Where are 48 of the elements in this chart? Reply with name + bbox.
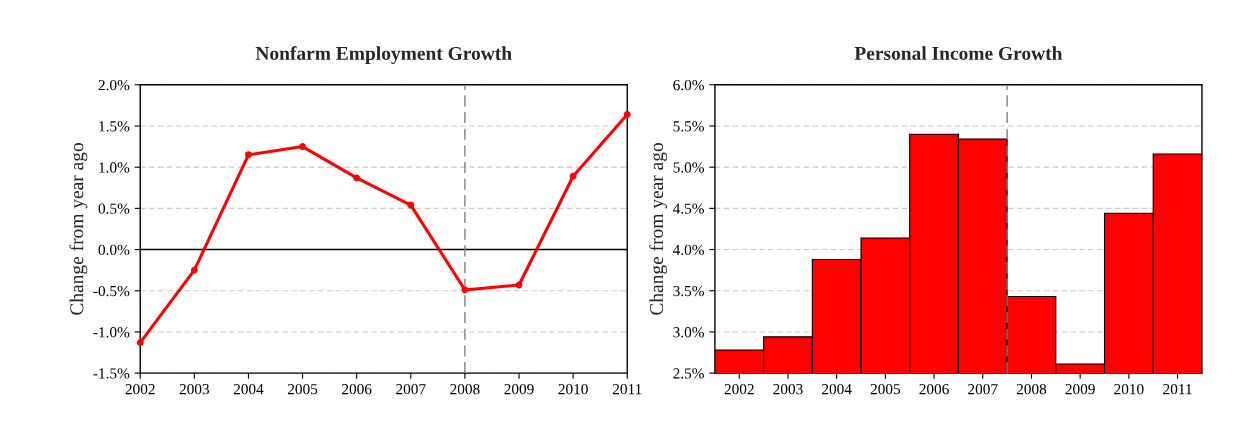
x-tick-label: 2006	[919, 383, 949, 395]
x-tick-label: 2003	[179, 383, 210, 395]
y-tick-label: 0.5%	[98, 203, 130, 214]
x-tick-label: 2010	[558, 383, 588, 395]
x-tick-label: 2007	[396, 383, 426, 395]
y-tick-label: 3.0%	[673, 327, 704, 338]
chart-title: Personal Income Growth	[854, 46, 1063, 60]
x-tick-label: 2003	[773, 383, 803, 395]
x-tick-label: 2009	[504, 383, 534, 395]
y-axis-title: Change from year ago	[649, 143, 668, 315]
x-tick-label: 2008	[1016, 383, 1047, 395]
x-tick-label: 2002	[724, 383, 754, 395]
point	[623, 110, 631, 118]
point	[136, 339, 144, 347]
x-tick-label: 2004	[233, 383, 264, 395]
y-tick-label: 3.5%	[673, 285, 704, 297]
y-tick-label: 5.5%	[673, 121, 704, 132]
point	[190, 266, 198, 274]
y-tick-label: 1.5%	[99, 121, 130, 132]
x-tick-label: 2009	[1065, 383, 1095, 395]
x-tick-label: 2005	[870, 383, 901, 395]
x-tick-label: 2006	[342, 383, 372, 395]
y-tick-label: 4.5%	[672, 203, 704, 214]
x-tick-label: 2005	[287, 383, 318, 395]
y-tick-label: 2.0%	[98, 79, 130, 91]
x-tick-label: 2007	[968, 383, 998, 395]
y-tick-label: 4.0%	[672, 244, 704, 256]
y-tick-label: -1.5%	[93, 368, 130, 379]
y-tick-label: 0.0%	[98, 244, 130, 256]
point	[244, 151, 252, 159]
y-tick-label: -0.5%	[93, 285, 130, 297]
x-tick-label: 2010	[1114, 383, 1144, 395]
y-tick-label: 6.0%	[673, 79, 704, 91]
x-tick-label: 2011	[612, 383, 642, 395]
chart-title: Nonfarm Employment Growth	[255, 46, 512, 64]
y-tick-label: 1.0%	[99, 162, 130, 173]
point	[353, 174, 361, 182]
x-tick-label: 2002	[125, 383, 155, 395]
y-axis-title: Change from year ago	[69, 143, 88, 315]
y-tick-label: -1.0%	[93, 327, 130, 338]
y-tick-label: 5.0%	[673, 162, 704, 173]
y-tick-label: 2.5%	[673, 368, 704, 379]
x-tick-label: 2004	[822, 383, 852, 395]
x-tick-label: 2011	[1163, 383, 1192, 395]
point	[299, 143, 307, 151]
point	[569, 172, 577, 180]
point	[407, 201, 415, 209]
x-tick-label: 2008	[450, 383, 480, 395]
